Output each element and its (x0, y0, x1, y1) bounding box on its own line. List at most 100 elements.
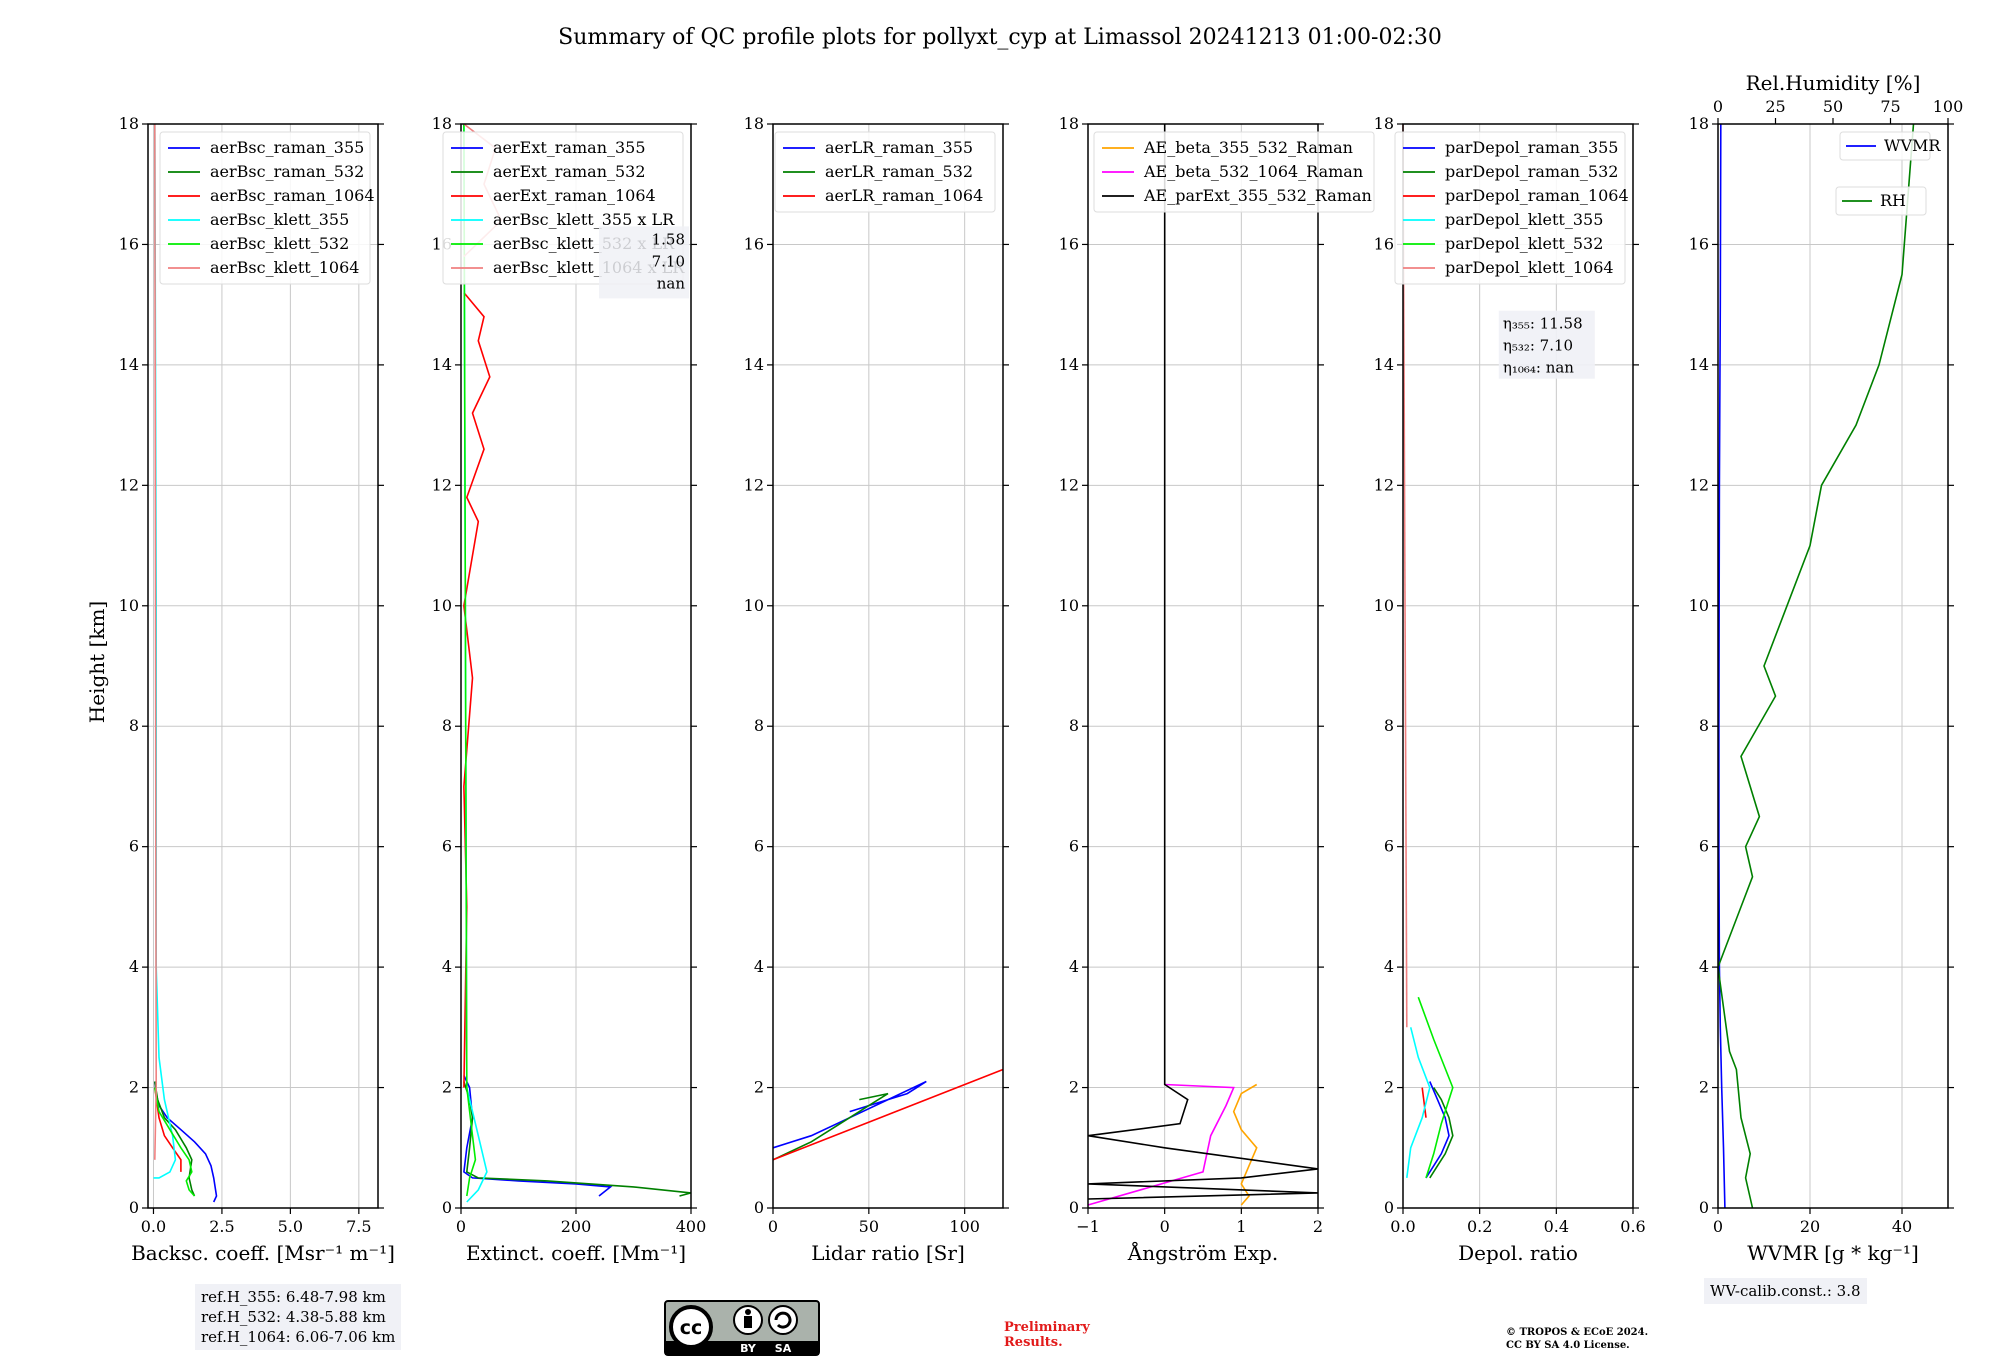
legend-entry: aerExt_raman_355 (493, 138, 646, 157)
series-AE_parExt_355_532_Raman (1087, 124, 1319, 1200)
legend-entry: aerLR_raman_1064 (825, 186, 983, 205)
y-tick-label: 6 (1699, 837, 1709, 856)
x-tick-label: 0.4 (1544, 1217, 1569, 1236)
y-tick-label: 18 (1689, 114, 1709, 133)
legend-entry: parDepol_klett_1064 (1445, 258, 1614, 277)
legend-entry: parDepol_raman_355 (1445, 138, 1618, 157)
axes-frame (147, 123, 379, 1209)
top-x-tick-label: 75 (1880, 97, 1900, 116)
legend-entry: parDepol_klett_532 (1445, 234, 1603, 253)
y-tick-label: 12 (119, 475, 139, 494)
panel-depol: 0.0 0.2 0.4 0.6 0 2 4 6 8 10 12 14 16 18 Depol. ratio p… (1374, 114, 1646, 1265)
y-tick-label: 12 (744, 475, 764, 494)
eta-box-partial (599, 226, 689, 299)
top-x-tick-label: 100 (1933, 97, 1964, 116)
legend-entry: WVMR (1884, 136, 1941, 155)
legend-entry: aerBsc_klett_1064 (210, 258, 359, 277)
x-tick-label: 2 (1313, 1217, 1323, 1236)
y-tick-label: 6 (442, 837, 452, 856)
y-tick-label: 4 (1699, 957, 1709, 976)
ref-height-355: ref.H_355: 6.48-7.98 km (201, 1288, 386, 1306)
axes-frame (1087, 123, 1319, 1209)
legend-box (1835, 186, 1927, 216)
x-tick-label: −1 (1076, 1217, 1100, 1236)
y-tick-label: 2 (754, 1078, 764, 1097)
legend: parDepol_raman_355 parDepol_raman_532 parD… (1394, 131, 1629, 285)
panel-backscatter: 0.0 2.5 5.0 7.5 0 2 4 6 8 10 12 14 16 18 Backsc. coeff… (119, 114, 395, 1265)
y-tick-label: 8 (754, 716, 764, 735)
x-tick-label: 0 (456, 1217, 466, 1236)
y-tick-label: 18 (1374, 114, 1394, 133)
y-tick-label: 18 (1059, 114, 1079, 133)
series-parDepol_klett_532 (1417, 996, 1454, 1179)
top-x-tick-label: 0 (1713, 97, 1723, 116)
legend-entry: aerExt_raman_1064 (493, 186, 656, 205)
y-tick-label: 4 (1384, 957, 1394, 976)
x-tick-label: 100 (949, 1217, 980, 1236)
x-tick-label: 400 (676, 1217, 707, 1236)
legend-entry: aerExt_raman_532 (493, 162, 646, 181)
eta-partial-value: 1.58 (652, 230, 685, 248)
y-tick-label: 10 (119, 596, 139, 615)
axes-frame (1717, 123, 1949, 1209)
y-tick-label: 16 (1374, 234, 1394, 253)
x-tick-label: 0 (1160, 1217, 1170, 1236)
top-x-tick-label: 50 (1823, 97, 1843, 116)
legend-entry: aerBsc_klett_532 (210, 234, 349, 253)
y-tick-label: 12 (1374, 475, 1394, 494)
top-axis-label: Rel.Humidity [%] (1746, 71, 1921, 95)
y-tick-label: 6 (1069, 837, 1079, 856)
y-tick-label: 10 (1374, 596, 1394, 615)
x-tick-label: 40 (1892, 1217, 1912, 1236)
y-tick-label: 0 (1069, 1198, 1079, 1217)
preliminary-results-note: Preliminary Results. (1004, 1320, 1090, 1350)
wv-calibration-box: WV-calib.const.: 3.8 (1704, 1278, 1867, 1304)
legend-entry: AE_beta_355_532_Raman (1143, 138, 1353, 157)
y-tick-label: 8 (1384, 716, 1394, 735)
copyright-line-2: CC BY SA 4.0 License. (1506, 1340, 1630, 1351)
x-tick-label: 50 (859, 1217, 879, 1236)
x-tick-label: 0 (768, 1217, 778, 1236)
y-axis-label: Height [km] (85, 601, 109, 723)
series-aerLR_raman_1064 (772, 1068, 1004, 1161)
y-tick-label: 4 (754, 957, 764, 976)
y-tick-label: 0 (129, 1198, 139, 1217)
eta-partial-value: 7.10 (652, 252, 685, 270)
x-axis-label: Lidar ratio [Sr] (811, 1241, 965, 1265)
x-tick-label: 0.0 (141, 1217, 166, 1236)
x-tick-label: 0.6 (1620, 1217, 1645, 1236)
y-tick-label: 0 (1384, 1198, 1394, 1217)
y-tick-label: 8 (1069, 716, 1079, 735)
legend: aerLR_raman_355 aerLR_raman_532 aerLR_rama… (774, 131, 996, 213)
x-axis-label: Extinct. coeff. [Mm⁻¹] (466, 1241, 686, 1265)
series-aerBsc_raman_1064 (154, 1087, 182, 1172)
legend-entry: aerBsc_klett_355 (210, 210, 349, 229)
reference-height-box: ref.H_355: 6.48-7.98 km ref.H_532: 4.38-… (195, 1284, 402, 1350)
legend-entry: aerBsc_raman_532 (210, 162, 364, 181)
eta-value: η₁₀₆₄: nan (1503, 359, 1574, 377)
y-tick-label: 16 (119, 234, 139, 253)
license-sa-label: SA (775, 1342, 792, 1355)
y-tick-label: 18 (119, 114, 139, 133)
legend-box (159, 131, 371, 285)
svg-text:cc: cc (680, 1317, 703, 1339)
y-tick-label: 6 (1384, 837, 1394, 856)
y-tick-label: 8 (129, 716, 139, 735)
cc-by-sa-license-icon[interactable]: cc BY SA (664, 1300, 820, 1356)
y-tick-label: 18 (432, 114, 452, 133)
y-tick-label: 16 (744, 234, 764, 253)
series-parDepol_raman_532 (1429, 1087, 1454, 1179)
y-tick-label: 0 (1699, 1198, 1709, 1217)
y-tick-label: 2 (1069, 1078, 1079, 1097)
legend-entry: parDepol_raman_532 (1445, 162, 1618, 181)
license-by-label: BY (740, 1342, 757, 1355)
wv-calibration-text: WV-calib.const.: 3.8 (1710, 1282, 1861, 1300)
x-axis-label: Ångström Exp. (1127, 1240, 1278, 1265)
legend-entry: parDepol_klett_355 (1445, 210, 1603, 229)
series-aerBsc_raman_532 (154, 1081, 196, 1197)
y-tick-label: 4 (1069, 957, 1079, 976)
y-tick-label: 12 (432, 475, 452, 494)
eta-value: η₅₃₂: 7.10 (1503, 337, 1573, 355)
eta-value: η₃₅₅: 11.58 (1503, 315, 1583, 333)
